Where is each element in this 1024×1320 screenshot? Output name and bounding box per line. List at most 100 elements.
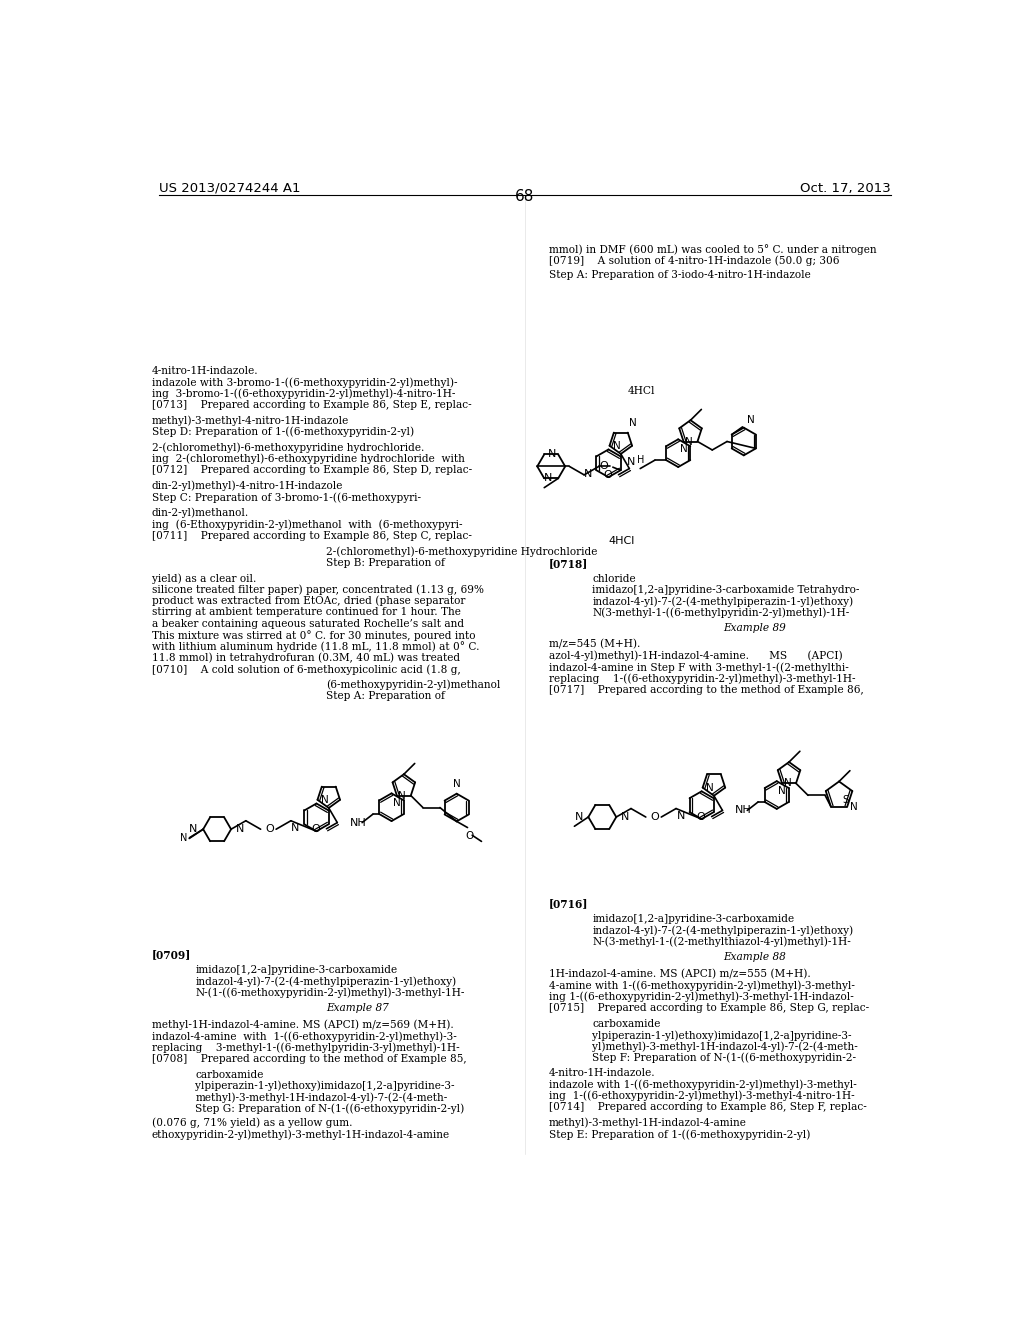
Text: Step D: Preparation of 1-((6-methoxypyridin-2-yl): Step D: Preparation of 1-((6-methoxypyri… bbox=[152, 426, 414, 437]
Text: N: N bbox=[393, 797, 400, 808]
Text: indazol-4-amine in Step F with 3-methyl-1-((2-methylthi-: indazol-4-amine in Step F with 3-methyl-… bbox=[549, 663, 848, 673]
Text: [0713]    Prepared according to Example 86, Step E, replac-: [0713] Prepared according to Example 86,… bbox=[152, 400, 471, 409]
Text: ylpiperazin-1-yl)ethoxy)imidazo[1,2-a]pyridine-3-: ylpiperazin-1-yl)ethoxy)imidazo[1,2-a]py… bbox=[592, 1030, 852, 1040]
Text: O: O bbox=[650, 812, 659, 822]
Text: [0708]    Prepared according to the method of Example 85,: [0708] Prepared according to the method … bbox=[152, 1053, 467, 1064]
Text: din-2-yl)methanol.: din-2-yl)methanol. bbox=[152, 508, 249, 519]
Text: N: N bbox=[548, 449, 556, 459]
Text: N: N bbox=[236, 824, 244, 834]
Text: Example 89: Example 89 bbox=[723, 623, 786, 632]
Text: din-2-yl)methyl)-4-nitro-1H-indazole: din-2-yl)methyl)-4-nitro-1H-indazole bbox=[152, 480, 343, 491]
Text: N: N bbox=[783, 779, 792, 788]
Text: N: N bbox=[398, 791, 407, 800]
Text: O: O bbox=[465, 830, 473, 841]
Text: ing  (6-Ethoxypyridin-2-yl)methanol  with  (6-methoxypyri-: ing (6-Ethoxypyridin-2-yl)methanol with … bbox=[152, 519, 462, 529]
Text: Example 87: Example 87 bbox=[327, 1002, 389, 1012]
Text: 4-amine with 1-((6-methoxypyridin-2-yl)methyl)-3-methyl-: 4-amine with 1-((6-methoxypyridin-2-yl)m… bbox=[549, 981, 854, 991]
Text: N: N bbox=[746, 414, 755, 425]
Text: m/z=545 (M+H).: m/z=545 (M+H). bbox=[549, 639, 640, 649]
Text: Step E: Preparation of 1-((6-methoxypyridin-2-yl): Step E: Preparation of 1-((6-methoxypyri… bbox=[549, 1130, 810, 1140]
Text: Step C: Preparation of 3-bromo-1-((6-methoxypyri-: Step C: Preparation of 3-bromo-1-((6-met… bbox=[152, 492, 421, 503]
Text: O: O bbox=[265, 824, 274, 834]
Text: [0717]    Prepared according to the method of Example 86,: [0717] Prepared according to the method … bbox=[549, 685, 863, 694]
Text: methyl-1H-indazol-4-amine. MS (APCI) m/z=569 (M+H).: methyl-1H-indazol-4-amine. MS (APCI) m/z… bbox=[152, 1019, 454, 1030]
Text: [0709]: [0709] bbox=[152, 949, 191, 960]
Text: with lithium aluminum hydride (11.8 mL, 11.8 mmol) at 0° C.: with lithium aluminum hydride (11.8 mL, … bbox=[152, 642, 479, 652]
Text: indazole with 1-((6-methoxypyridin-2-yl)methyl)-3-methyl-: indazole with 1-((6-methoxypyridin-2-yl)… bbox=[549, 1080, 856, 1090]
Text: N: N bbox=[584, 469, 592, 479]
Text: N: N bbox=[574, 812, 583, 822]
Text: carboxamide: carboxamide bbox=[592, 1019, 660, 1028]
Text: mmol) in DMF (600 mL) was cooled to 5° C. under a nitrogen: mmol) in DMF (600 mL) was cooled to 5° C… bbox=[549, 244, 877, 255]
Text: silicone treated filter paper) paper, concentrated (1.13 g, 69%: silicone treated filter paper) paper, co… bbox=[152, 585, 483, 595]
Text: replacing    1-((6-ethoxypyridin-2-yl)methyl)-3-methyl-1H-: replacing 1-((6-ethoxypyridin-2-yl)methy… bbox=[549, 673, 855, 684]
Text: yield) as a clear oil.: yield) as a clear oil. bbox=[152, 573, 256, 583]
Text: 68: 68 bbox=[515, 189, 535, 203]
Text: NH: NH bbox=[735, 805, 752, 816]
Text: 4HCl: 4HCl bbox=[628, 385, 655, 396]
Text: 4-nitro-1H-indazole.: 4-nitro-1H-indazole. bbox=[549, 1068, 655, 1078]
Text: 11.8 mmol) in tetrahydrofuran (0.3M, 40 mL) was treated: 11.8 mmol) in tetrahydrofuran (0.3M, 40 … bbox=[152, 652, 460, 663]
Text: 1H-indazol-4-amine. MS (APCI) m/z=555 (M+H).: 1H-indazol-4-amine. MS (APCI) m/z=555 (M… bbox=[549, 969, 810, 979]
Text: N: N bbox=[189, 824, 198, 834]
Text: [0711]    Prepared according to Example 86, Step C, replac-: [0711] Prepared according to Example 86,… bbox=[152, 531, 472, 540]
Text: O: O bbox=[311, 824, 321, 834]
Text: chloride: chloride bbox=[592, 574, 636, 583]
Text: N: N bbox=[630, 418, 637, 428]
Text: yl)methyl)-3-methyl-1H-indazol-4-yl)-7-(2-(4-meth-: yl)methyl)-3-methyl-1H-indazol-4-yl)-7-(… bbox=[592, 1041, 858, 1052]
Text: Step F: Preparation of N-(1-((6-methoxypyridin-2-: Step F: Preparation of N-(1-((6-methoxyp… bbox=[592, 1053, 856, 1064]
Text: (6-methoxypyridin-2-yl)methanol: (6-methoxypyridin-2-yl)methanol bbox=[327, 680, 501, 690]
Text: ing 1-((6-ethoxypyridin-2-yl)methyl)-3-methyl-1H-indazol-: ing 1-((6-ethoxypyridin-2-yl)methyl)-3-m… bbox=[549, 991, 853, 1002]
Text: N-(3-methyl-1-((2-methylthiazol-4-yl)methyl)-1H-: N-(3-methyl-1-((2-methylthiazol-4-yl)met… bbox=[592, 937, 851, 948]
Text: indazole with 3-bromo-1-((6-methoxypyridin-2-yl)methyl)-: indazole with 3-bromo-1-((6-methoxypyrid… bbox=[152, 378, 458, 388]
Text: N: N bbox=[627, 457, 636, 467]
Text: imidazo[1,2-a]pyridine-3-carboxamide: imidazo[1,2-a]pyridine-3-carboxamide bbox=[592, 913, 795, 924]
Text: Step B: Preparation of: Step B: Preparation of bbox=[327, 557, 445, 568]
Text: (0.076 g, 71% yield) as a yellow gum.: (0.076 g, 71% yield) as a yellow gum. bbox=[152, 1118, 352, 1129]
Text: 2-(chloromethyl)-6-methoxypyridine hydrochloride.: 2-(chloromethyl)-6-methoxypyridine hydro… bbox=[152, 442, 424, 453]
Text: a beaker containing aqueous saturated Rochelle’s salt and: a beaker containing aqueous saturated Ro… bbox=[152, 619, 464, 628]
Text: Step G: Preparation of N-(1-((6-ethoxypyridin-2-yl): Step G: Preparation of N-(1-((6-ethoxypy… bbox=[196, 1104, 465, 1114]
Text: [0714]    Prepared according to Example 86, Step F, replac-: [0714] Prepared according to Example 86,… bbox=[549, 1102, 866, 1113]
Text: [0712]    Prepared according to Example 86, Step D, replac-: [0712] Prepared according to Example 86,… bbox=[152, 465, 472, 475]
Text: 4HCl: 4HCl bbox=[608, 536, 635, 545]
Text: N: N bbox=[778, 785, 786, 796]
Text: N: N bbox=[621, 812, 630, 822]
Text: ing  1-((6-ethoxypyridin-2-yl)methyl)-3-methyl-4-nitro-1H-: ing 1-((6-ethoxypyridin-2-yl)methyl)-3-m… bbox=[549, 1090, 854, 1101]
Text: N: N bbox=[612, 441, 621, 450]
Text: 2-(chloromethyl)-6-methoxypyridine Hydrochloride: 2-(chloromethyl)-6-methoxypyridine Hydro… bbox=[327, 546, 598, 557]
Text: methyl)-3-methyl-4-nitro-1H-indazole: methyl)-3-methyl-4-nitro-1H-indazole bbox=[152, 416, 349, 426]
Text: N: N bbox=[321, 795, 329, 805]
Text: Step A: Preparation of: Step A: Preparation of bbox=[327, 690, 445, 701]
Text: [0718]: [0718] bbox=[549, 558, 588, 569]
Text: [0715]    Prepared according to Example 86, Step G, replac-: [0715] Prepared according to Example 86,… bbox=[549, 1003, 868, 1012]
Text: azol-4-yl)methyl)-1H-indazol-4-amine.      MS      (APCI): azol-4-yl)methyl)-1H-indazol-4-amine. MS… bbox=[549, 651, 842, 661]
Text: N: N bbox=[180, 833, 187, 842]
Text: indazol-4-yl)-7-(2-(4-methylpiperazin-1-yl)ethoxy): indazol-4-yl)-7-(2-(4-methylpiperazin-1-… bbox=[196, 975, 457, 986]
Text: carboxamide: carboxamide bbox=[196, 1069, 264, 1080]
Text: replacing    3-methyl-1-((6-methylpyridin-3-yl)methyl)-1H-: replacing 3-methyl-1-((6-methylpyridin-3… bbox=[152, 1043, 460, 1053]
Text: methyl)-3-methyl-1H-indazol-4-yl)-7-(2-(4-meth-: methyl)-3-methyl-1H-indazol-4-yl)-7-(2-(… bbox=[196, 1092, 447, 1102]
Text: N: N bbox=[685, 437, 693, 446]
Text: O: O bbox=[603, 470, 612, 479]
Text: S: S bbox=[843, 795, 849, 805]
Text: imidazo[1,2-a]pyridine-3-carboxamide: imidazo[1,2-a]pyridine-3-carboxamide bbox=[196, 965, 397, 974]
Text: US 2013/0274244 A1: US 2013/0274244 A1 bbox=[159, 182, 300, 195]
Text: Oct. 17, 2013: Oct. 17, 2013 bbox=[800, 182, 891, 195]
Text: [0710]    A cold solution of 6-methoxypicolinic acid (1.8 g,: [0710] A cold solution of 6-methoxypicol… bbox=[152, 664, 461, 675]
Text: N: N bbox=[680, 444, 687, 454]
Text: ethoxypyridin-2-yl)methyl)-3-methyl-1H-indazol-4-amine: ethoxypyridin-2-yl)methyl)-3-methyl-1H-i… bbox=[152, 1130, 450, 1140]
Text: Step A: Preparation of 3-iodo-4-nitro-1H-indazole: Step A: Preparation of 3-iodo-4-nitro-1H… bbox=[549, 271, 810, 280]
Text: NH: NH bbox=[349, 817, 367, 828]
Text: ing  3-bromo-1-((6-ethoxypyridin-2-yl)methyl)-4-nitro-1H-: ing 3-bromo-1-((6-ethoxypyridin-2-yl)met… bbox=[152, 388, 456, 399]
Text: stirring at ambient temperature continued for 1 hour. The: stirring at ambient temperature continue… bbox=[152, 607, 461, 618]
Text: O: O bbox=[696, 812, 706, 821]
Text: [0716]: [0716] bbox=[549, 899, 588, 909]
Text: indazol-4-yl)-7-(2-(4-methylpiperazin-1-yl)ethoxy): indazol-4-yl)-7-(2-(4-methylpiperazin-1-… bbox=[592, 925, 853, 936]
Text: H: H bbox=[637, 454, 644, 465]
Text: This mixture was stirred at 0° C. for 30 minutes, poured into: This mixture was stirred at 0° C. for 30… bbox=[152, 630, 475, 640]
Text: N: N bbox=[706, 783, 714, 792]
Text: methyl)-3-methyl-1H-indazol-4-amine: methyl)-3-methyl-1H-indazol-4-amine bbox=[549, 1118, 746, 1129]
Text: N-(1-((6-methoxypyridin-2-yl)methyl)-3-methyl-1H-: N-(1-((6-methoxypyridin-2-yl)methyl)-3-m… bbox=[196, 987, 465, 998]
Text: imidazo[1,2-a]pyridine-3-carboxamide Tetrahydro-: imidazo[1,2-a]pyridine-3-carboxamide Tet… bbox=[592, 585, 859, 595]
